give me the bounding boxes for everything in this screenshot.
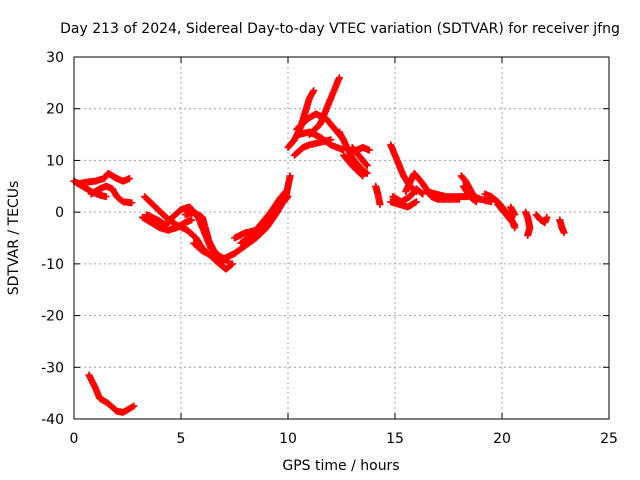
series-track-26: [423, 188, 472, 201]
data-point: [524, 231, 532, 239]
series-track-11: [237, 188, 290, 247]
series-track-16: [290, 136, 335, 159]
data-point: [362, 169, 370, 176]
data-point: [126, 175, 134, 182]
data-point: [128, 199, 136, 207]
series-track-30: [494, 200, 519, 229]
data-point: [376, 200, 384, 208]
x-tick-label: 25: [600, 431, 618, 447]
data-series: [70, 74, 568, 416]
series-track-33: [532, 211, 551, 226]
data-point: [412, 198, 420, 206]
data-point: [543, 213, 551, 221]
data-point: [102, 193, 110, 201]
data-point: [419, 190, 427, 198]
series-track-34: [556, 216, 568, 237]
data-point: [363, 169, 371, 177]
data-point: [130, 402, 138, 410]
x-tick-label: 0: [70, 431, 79, 447]
x-axis-label: GPS time / hours: [282, 458, 399, 474]
series-track-24: [387, 198, 420, 211]
data-point: [228, 260, 236, 268]
data-point: [472, 198, 480, 206]
plot-frame: [73, 56, 610, 420]
data-point: [286, 172, 294, 180]
data-point: [310, 87, 318, 95]
y-tick-label: 0: [55, 205, 64, 221]
series-track-4: [85, 371, 138, 416]
x-tick-label: 5: [177, 431, 186, 447]
series-track-20: [353, 144, 373, 154]
data-point: [511, 221, 519, 229]
x-tick-label: 10: [279, 431, 297, 447]
data-point: [327, 136, 335, 144]
series-track-32: [522, 208, 534, 239]
series-track-31: [507, 203, 519, 219]
chart-title: Day 213 of 2024, Sidereal Day-to-day VTE…: [60, 21, 620, 37]
y-tick-label: 30: [46, 50, 64, 66]
y-tick-label: 10: [46, 153, 64, 169]
series-track-2: [74, 169, 134, 188]
data-point: [282, 188, 290, 195]
series-track-15: [305, 74, 343, 139]
y-tick-label: -30: [41, 360, 64, 376]
data-point: [335, 74, 343, 82]
y-tick-label: -40: [41, 412, 64, 428]
y-tick-label: -10: [41, 257, 64, 273]
data-point: [358, 171, 366, 179]
data-point: [365, 146, 373, 154]
y-axis-label: SDTVAR / TECUs: [6, 181, 22, 296]
data-point: [560, 229, 568, 237]
x-tick-label: 20: [493, 431, 511, 447]
y-tick-label: -20: [41, 309, 64, 325]
data-point: [511, 211, 519, 219]
series-track-17: [335, 128, 371, 177]
grid-lines: [74, 57, 609, 419]
data-point: [359, 172, 367, 180]
data-point: [227, 261, 235, 269]
series-track-28: [460, 182, 480, 206]
data-point: [471, 197, 479, 205]
tick-labels: 0 5 10 15 20 25 -40 -30 -20 -10 0 10 20 30: [41, 50, 618, 447]
y-tick-label: 20: [46, 102, 64, 118]
data-point: [363, 162, 371, 170]
data-point: [362, 161, 370, 168]
series-track-21: [372, 182, 384, 208]
data-point: [281, 189, 289, 197]
x-tick-label: 15: [386, 431, 404, 447]
series-track-18: [340, 151, 367, 180]
data-point: [188, 216, 196, 224]
series-track-3: [87, 182, 136, 207]
